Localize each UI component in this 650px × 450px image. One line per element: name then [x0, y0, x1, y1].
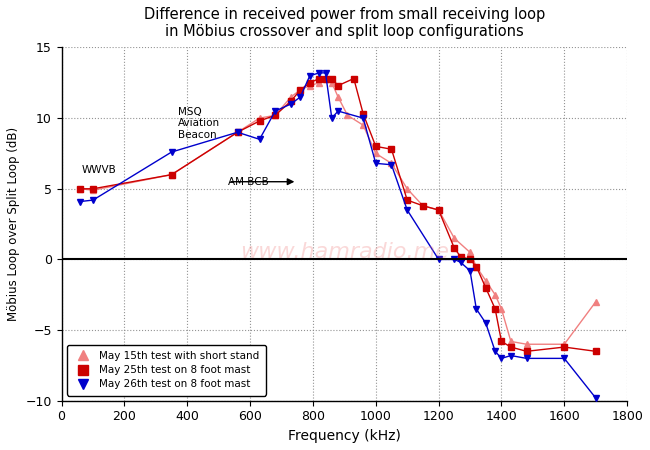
Text: www.hamradio.me: www.hamradio.me	[240, 243, 449, 262]
Y-axis label: Möbius Loop over Split Loop (dB): Möbius Loop over Split Loop (dB)	[7, 127, 20, 321]
Title: Difference in received power from small receiving loop
in Möbius crossover and s: Difference in received power from small …	[144, 7, 545, 39]
X-axis label: Frequency (kHz): Frequency (kHz)	[288, 429, 401, 443]
Text: MSQ
Aviation
Beacon: MSQ Aviation Beacon	[178, 107, 220, 140]
Legend: May 15th test with short stand, May 25th test on 8 foot mast, May 26th test on 8: May 15th test with short stand, May 25th…	[67, 345, 266, 396]
Text: AM BCB: AM BCB	[228, 177, 269, 187]
Text: WWVB: WWVB	[82, 165, 117, 175]
